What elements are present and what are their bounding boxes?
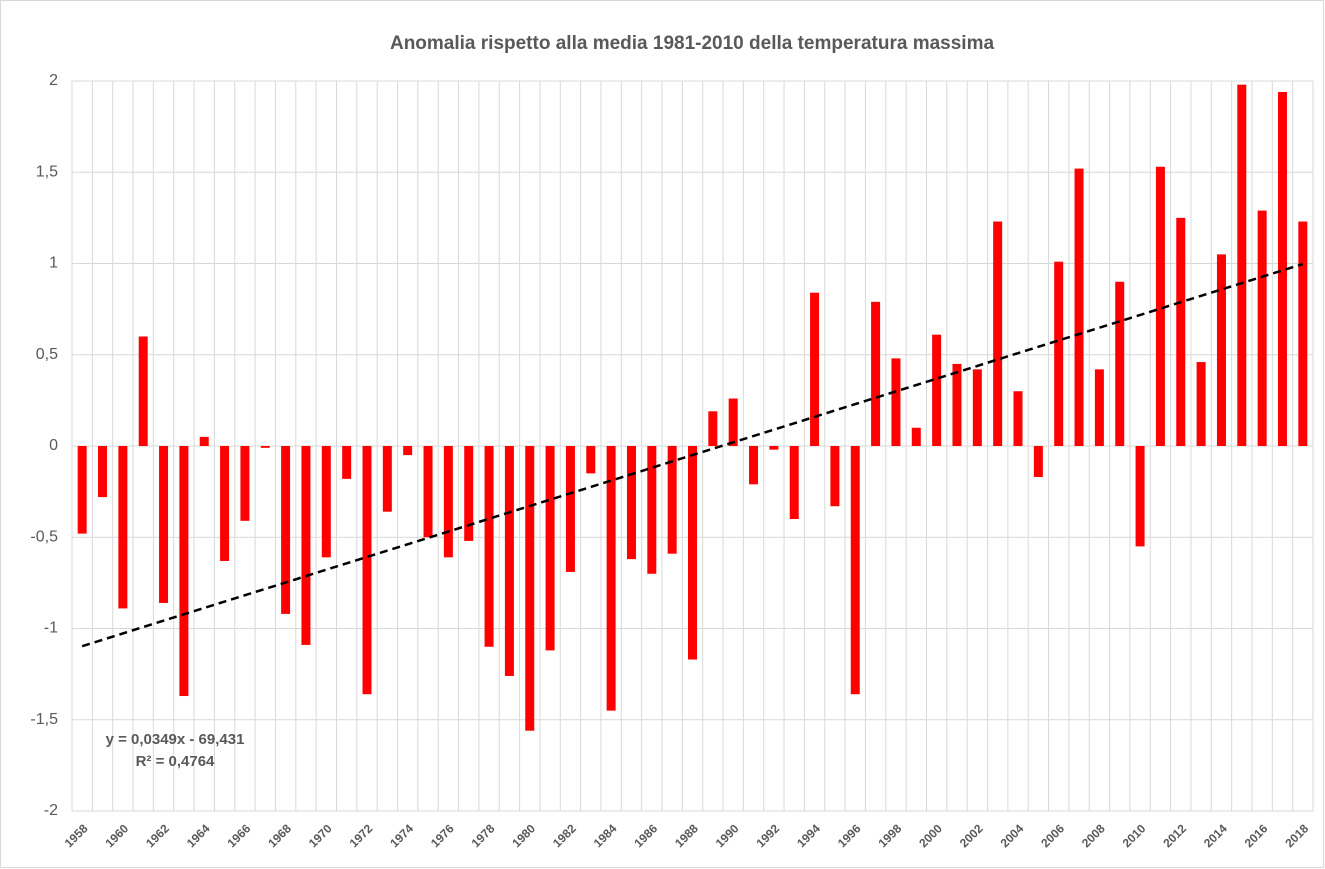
y-tick-label: 0 — [49, 437, 58, 454]
bar — [321, 446, 331, 558]
bar — [626, 446, 636, 560]
bar — [952, 363, 962, 446]
y-tick-label: 2 — [49, 72, 58, 89]
bar — [525, 446, 535, 731]
bar — [911, 427, 921, 446]
bar — [871, 301, 881, 446]
bar — [98, 446, 108, 498]
chart-title: Anomalia rispetto alla media 1981-2010 d… — [390, 33, 994, 54]
bar — [423, 446, 433, 538]
bar — [301, 446, 311, 645]
bar — [199, 436, 209, 446]
bar — [565, 446, 575, 572]
y-tick-label: 1 — [49, 255, 58, 272]
bar — [1176, 217, 1186, 446]
bar — [972, 369, 982, 446]
bar — [504, 446, 514, 676]
bar — [464, 446, 474, 541]
bar — [708, 411, 718, 446]
bar — [77, 446, 87, 534]
bar — [118, 446, 128, 609]
bar — [891, 358, 901, 446]
bar — [688, 446, 697, 660]
bar — [1196, 362, 1206, 446]
bar — [1298, 221, 1308, 446]
bar — [1135, 446, 1145, 547]
bar — [647, 446, 657, 574]
bar — [749, 446, 759, 485]
y-tick-label: -2 — [44, 802, 58, 819]
bar — [220, 446, 230, 561]
bar — [362, 446, 372, 695]
bar — [830, 446, 840, 507]
bar — [1237, 84, 1247, 447]
bar — [1277, 91, 1287, 446]
bar — [932, 334, 942, 446]
bar — [1115, 281, 1125, 446]
bar — [403, 446, 413, 456]
bar — [1013, 391, 1023, 446]
bar — [728, 398, 738, 446]
y-tick-label: 0,5 — [36, 346, 58, 363]
bar — [769, 446, 779, 450]
trendline-equation: y = 0,0349x - 69,431 — [106, 731, 245, 748]
bar — [260, 446, 270, 448]
bar — [138, 336, 148, 446]
bar — [1094, 369, 1104, 446]
bar — [281, 446, 291, 614]
bar — [1033, 446, 1043, 478]
bar — [179, 446, 189, 697]
trendline — [81, 262, 1304, 648]
bar — [484, 446, 494, 647]
bar — [1155, 166, 1165, 446]
bar — [382, 446, 392, 512]
bar — [606, 446, 616, 711]
bar — [443, 446, 453, 558]
y-tick-label: 1,5 — [36, 163, 58, 180]
bar — [789, 446, 799, 519]
bar — [1054, 261, 1064, 446]
y-tick-label: -1 — [44, 620, 58, 637]
bar — [850, 446, 860, 695]
y-tick-label: -0,5 — [30, 528, 58, 545]
bar — [545, 446, 555, 651]
bar — [159, 446, 169, 603]
bar — [1216, 254, 1226, 446]
bar — [810, 292, 820, 446]
bar — [586, 446, 596, 474]
bar — [1257, 210, 1267, 446]
bar — [240, 446, 250, 521]
y-tick-label: -1,5 — [30, 711, 58, 728]
bar — [1074, 168, 1084, 446]
bar — [667, 446, 677, 554]
bar — [342, 446, 352, 479]
trendline-r2: R² = 0,4764 — [136, 753, 215, 770]
bar — [993, 221, 1003, 446]
